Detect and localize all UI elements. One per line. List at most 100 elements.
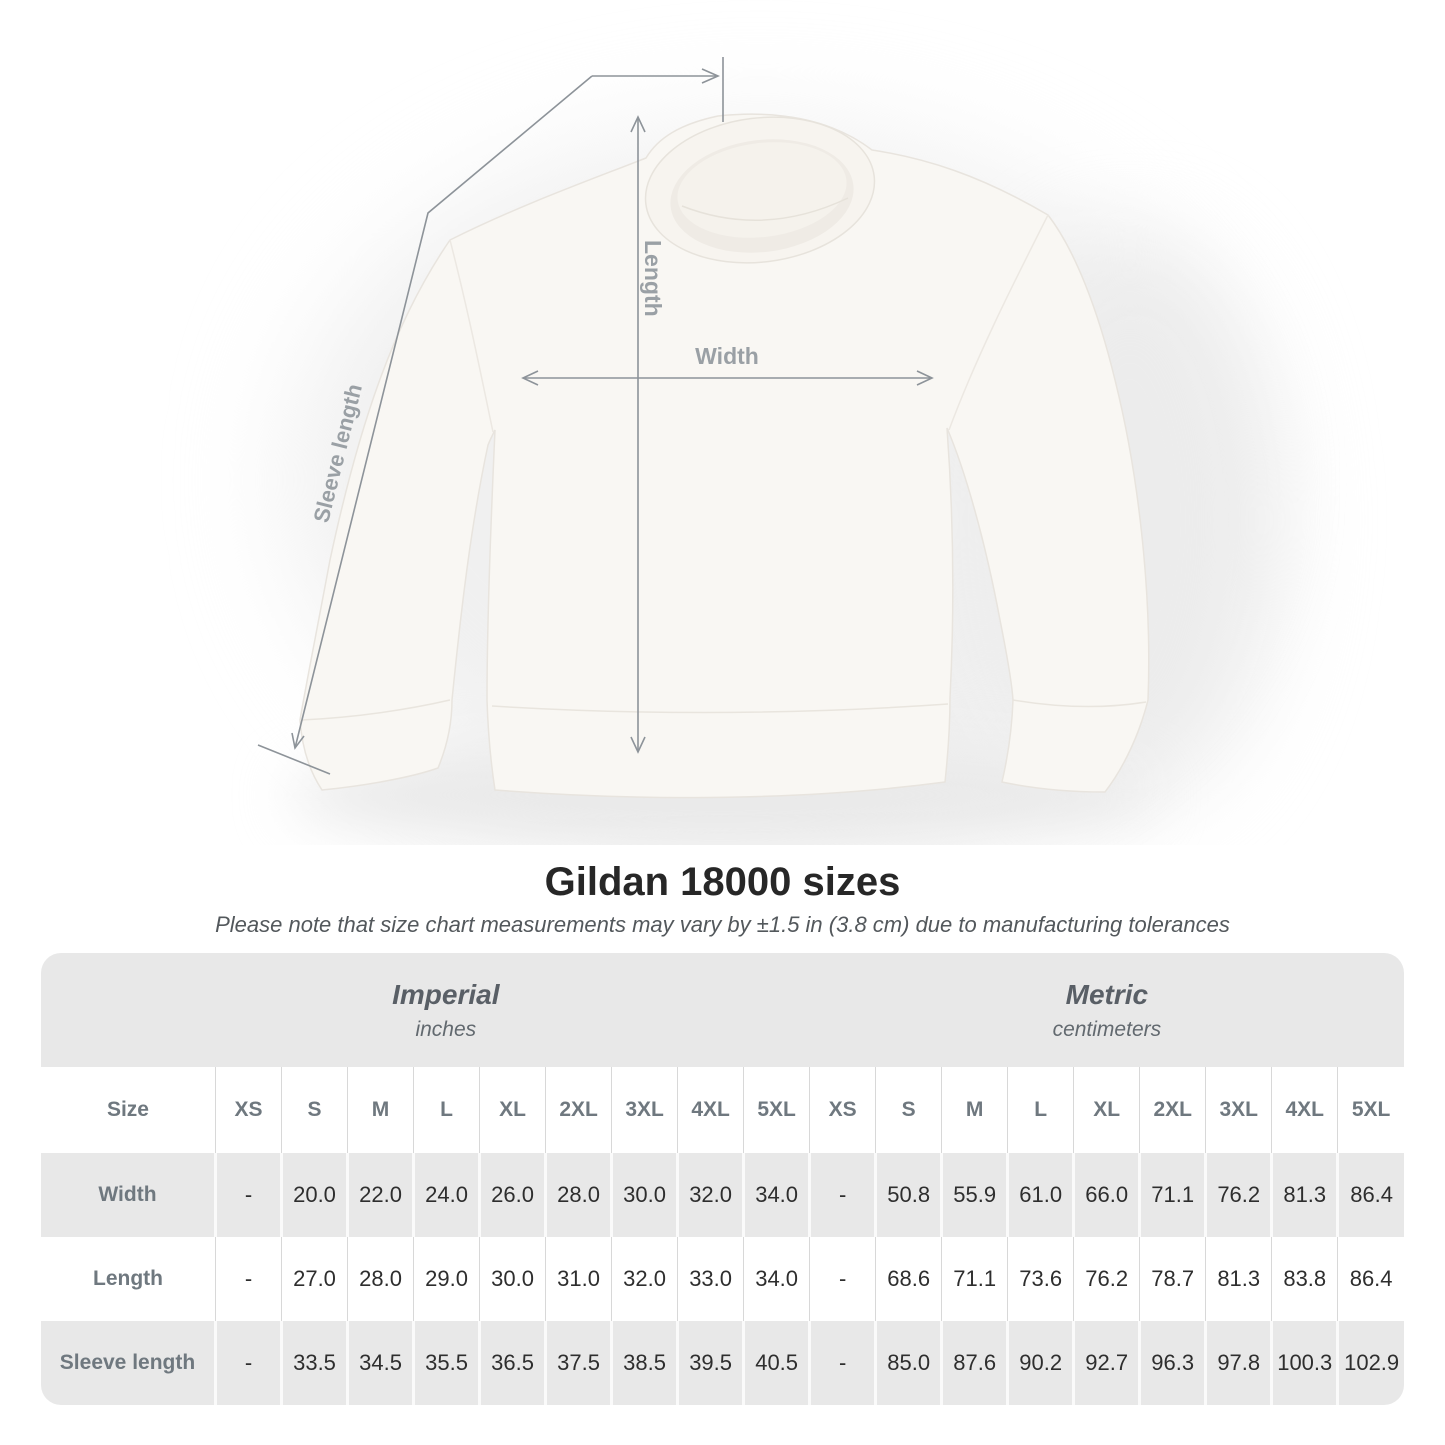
imperial-title: Imperial (392, 978, 500, 1010)
measurement-cell: 68.6 (875, 1237, 942, 1321)
size-column-header: XL (479, 1067, 546, 1153)
size-column-header: 3XL (1205, 1067, 1272, 1153)
row-label-width: Width (98, 1183, 157, 1206)
arrowhead-left-icon (521, 370, 539, 386)
cuff-seam-left (301, 699, 451, 721)
size-corner-header: Size (106, 1098, 149, 1121)
imperial-unit: inches (415, 1017, 477, 1041)
metric-title: Metric (1065, 978, 1149, 1010)
size-column-header: M (347, 1067, 414, 1153)
measurement-cell: 33.0 (677, 1237, 744, 1321)
measurement-cell: 76.2 (1204, 1153, 1272, 1237)
measurement-cell: 81.3 (1205, 1237, 1272, 1321)
units-header-band: Imperial inches Metric centimeters (41, 953, 1404, 1067)
measurement-cell: 90.2 (1006, 1321, 1074, 1405)
measurement-cell: 50.8 (874, 1153, 942, 1237)
product-diagram: Length Width Sleeve length (257, 57, 1280, 845)
measurement-cell: 24.0 (412, 1153, 480, 1237)
size-column-header: 3XL (611, 1067, 678, 1153)
measurement-cell: 34.5 (346, 1321, 414, 1405)
measurement-cell: 38.5 (610, 1321, 678, 1405)
size-column-header: 4XL (1271, 1067, 1338, 1153)
measurement-cell: - (213, 1153, 282, 1237)
table-row-width: Width - 20.0 22.0 24.0 26.0 28.0 30.0 32… (41, 1153, 1404, 1237)
measurement-cell: 71.1 (1138, 1153, 1206, 1237)
page-subtitle: Please note that size chart measurements… (215, 912, 1230, 937)
size-column-header: S (875, 1067, 942, 1153)
hem-seam (491, 703, 949, 714)
measurement-cell: 55.9 (940, 1153, 1008, 1237)
size-column-header: M (941, 1067, 1008, 1153)
size-column-header: L (413, 1067, 480, 1153)
metric-section-header: Metric centimeters (810, 953, 1404, 1067)
measurement-cell: - (213, 1321, 282, 1405)
size-chart: Imperial inches Metric centimeters Size … (41, 953, 1404, 1405)
size-column-header: 5XL (1337, 1067, 1404, 1153)
measurement-cell: 32.0 (676, 1153, 744, 1237)
sweatshirt-diagram: Length Width Sleeve length (257, 57, 1280, 845)
sleeve-end-tick (257, 744, 331, 775)
measurement-cell: - (808, 1153, 876, 1237)
measurement-cell: 85.0 (874, 1321, 942, 1405)
measurement-cell: 86.4 (1336, 1153, 1404, 1237)
measurement-cell: 73.6 (1007, 1237, 1074, 1321)
size-column-header: 2XL (1139, 1067, 1206, 1153)
measurement-cell: 76.2 (1073, 1237, 1140, 1321)
row-label-length: Length (93, 1267, 163, 1290)
table-row-sleeve-length: Sleeve length - 33.5 34.5 35.5 36.5 37.5… (41, 1321, 1404, 1405)
sweatshirt-body (299, 113, 1150, 799)
measurement-cell: 26.0 (478, 1153, 546, 1237)
measurement-cell: 31.0 (545, 1237, 612, 1321)
measurement-cell: 27.0 (280, 1237, 348, 1321)
measurement-cell: 34.0 (743, 1237, 810, 1321)
measurement-cell: 71.1 (941, 1237, 1008, 1321)
size-column-header: S (280, 1067, 348, 1153)
measurement-cell: - (809, 1237, 876, 1321)
cuff-seam-right (1012, 699, 1147, 708)
size-column-header: 2XL (545, 1067, 612, 1153)
measurement-cell: 34.0 (742, 1153, 810, 1237)
measurement-cell: 86.4 (1337, 1237, 1404, 1321)
row-label-sleeve-length: Sleeve length (59, 1351, 196, 1374)
measurement-cell: 33.5 (279, 1321, 348, 1405)
title-block: Gildan 18000 sizes Please note that size… (0, 859, 1445, 938)
measurement-cell: 36.5 (478, 1321, 546, 1405)
measurement-cell: 32.0 (611, 1237, 678, 1321)
measurement-cell: 28.0 (544, 1153, 612, 1237)
measurement-cell: 22.0 (346, 1153, 414, 1237)
table-row-length: Length - 27.0 28.0 29.0 30.0 31.0 32.0 3… (41, 1237, 1404, 1321)
measurement-cell: 97.8 (1204, 1321, 1272, 1405)
size-column-header: 4XL (677, 1067, 744, 1153)
measurement-cell: 61.0 (1006, 1153, 1074, 1237)
measurement-cell: 96.3 (1138, 1321, 1206, 1405)
size-column-header: XL (1073, 1067, 1140, 1153)
table-header-row: Size XS S M L XL 2XL 3XL 4XL 5XL XS S M … (41, 1067, 1404, 1153)
shoulder-seam-right (948, 214, 1049, 431)
measurement-cell: 66.0 (1072, 1153, 1140, 1237)
measurement-cell: - (808, 1321, 876, 1405)
measurement-cell: 39.5 (676, 1321, 744, 1405)
collar-back-seam (681, 197, 849, 221)
measurement-cell: 40.5 (742, 1321, 810, 1405)
size-chart-table: Size XS S M L XL 2XL 3XL 4XL 5XL XS S M … (41, 1067, 1404, 1405)
measurement-cell: 102.9 (1336, 1321, 1404, 1405)
size-column-header: L (1007, 1067, 1074, 1153)
measurement-cell: 20.0 (279, 1153, 348, 1237)
measurement-cell: 29.0 (413, 1237, 480, 1321)
size-column-header: XS (214, 1067, 282, 1153)
measurement-cell: 78.7 (1139, 1237, 1206, 1321)
measurement-cell: 83.8 (1271, 1237, 1338, 1321)
arrowhead-down-icon (630, 736, 646, 754)
measurement-cell: 28.0 (347, 1237, 414, 1321)
measurement-cell: 30.0 (479, 1237, 546, 1321)
imperial-section-header: Imperial inches (41, 953, 810, 1067)
length-label: Length (640, 240, 666, 317)
size-column-header: XS (809, 1067, 876, 1153)
measurement-cell: 37.5 (544, 1321, 612, 1405)
measurement-cell: 81.3 (1270, 1153, 1338, 1237)
width-label: Width (695, 343, 759, 369)
shoulder-seam-left (449, 239, 494, 433)
page-title: Gildan 18000 sizes (544, 860, 901, 904)
size-column-header: 5XL (743, 1067, 810, 1153)
measurement-cell: 87.6 (940, 1321, 1008, 1405)
